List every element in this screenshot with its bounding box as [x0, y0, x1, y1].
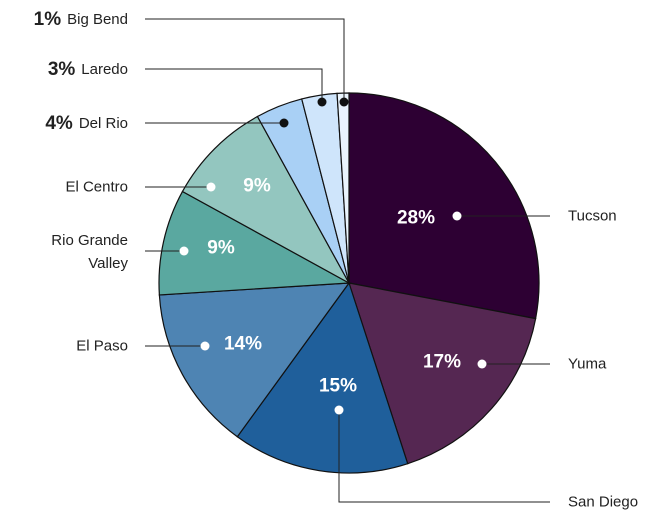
leader-dot-el-centro [206, 182, 216, 192]
leader-line-san-diego [338, 410, 550, 503]
category-label-del-rio: 4% Del Rio [45, 113, 128, 134]
leader-dot-el-paso [200, 341, 210, 351]
category-label-rio-grande-valley: Rio Grande Valley [51, 232, 128, 272]
leader-dot-big-bend [339, 97, 349, 107]
category-label-el-paso: El Paso [76, 338, 128, 355]
pct-label-rio-grande-valley: 9% [207, 238, 235, 259]
pie-slice-el-centro [181, 115, 351, 285]
leader-dot-rio-grande-valley [179, 246, 189, 256]
pie-slice-rio-grande-valley [158, 190, 352, 296]
category-label-tucson: Tucson [568, 208, 617, 225]
pct-label-san-diego: 15% [319, 376, 357, 397]
leader-dot-yuma [477, 359, 487, 369]
leader-line-big-bend [145, 18, 345, 102]
category-label-yuma: Yuma [568, 356, 607, 373]
pct-label-el-centro: 9% [243, 176, 271, 197]
category-label-laredo: 3% Laredo [48, 59, 128, 80]
pct-label-del-rio: 4% [45, 113, 73, 134]
leader-line-laredo [145, 68, 323, 102]
leader-lines [145, 18, 550, 503]
category-label-el-centro: El Centro [65, 179, 128, 196]
pie-slice-yuma [348, 282, 537, 465]
pct-label-big-bend: 1% [34, 9, 62, 30]
slice-labels: 28% Tucson 17% Yuma 15% San Diego 14% El Paso 9%… [34, 9, 638, 511]
pie-slice-tucson [348, 92, 540, 320]
pie-slices [158, 92, 540, 474]
leader-dot-del-rio [279, 118, 289, 128]
leader-dot-san-diego [334, 405, 344, 415]
leader-dot-tucson [452, 211, 462, 221]
category-label-big-bend: 1% Big Bend [34, 9, 128, 30]
pct-label-tucson: 28% [397, 208, 435, 229]
pie-slice-el-paso [158, 282, 351, 438]
pct-label-el-paso: 14% [224, 334, 262, 355]
pie-slice-san-diego [236, 281, 409, 474]
pie-slice-big-bend [336, 92, 350, 284]
pct-label-laredo: 3% [48, 59, 76, 80]
category-label-san-diego: San Diego [568, 494, 638, 511]
pct-label-yuma: 17% [423, 352, 461, 373]
leader-dot-laredo [317, 97, 327, 107]
